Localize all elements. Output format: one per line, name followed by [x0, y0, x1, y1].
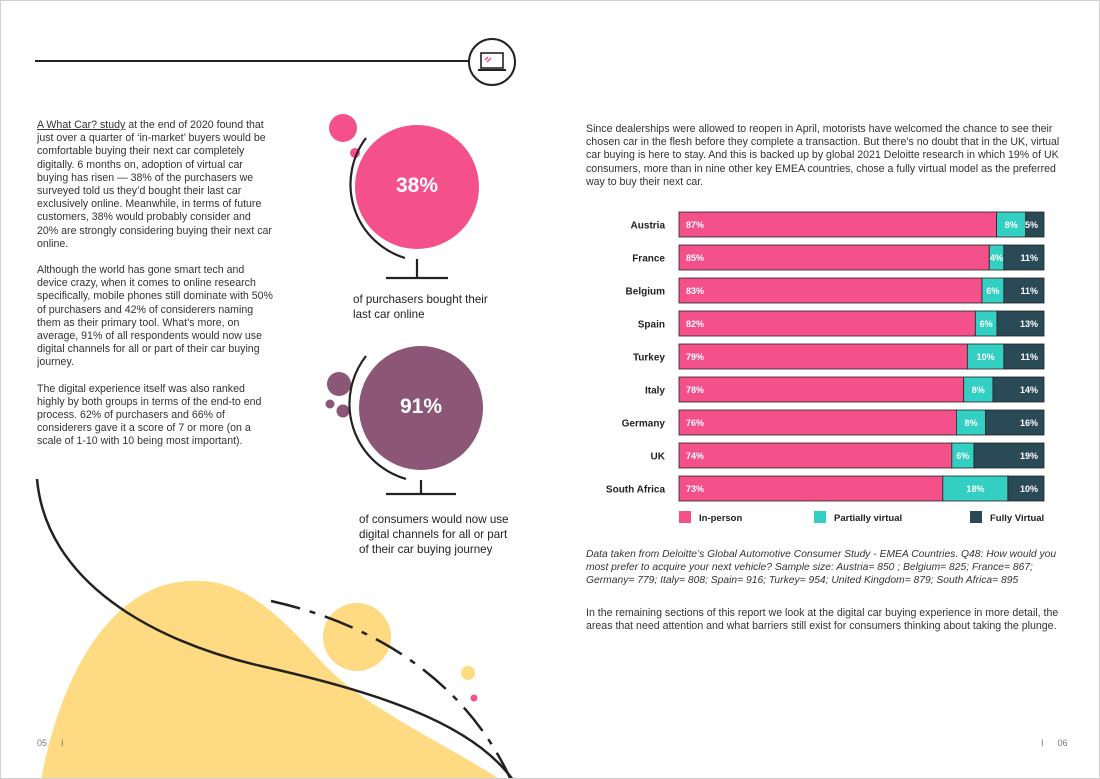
bar-austria-partially-virtual: [996, 211, 1027, 238]
data-label-italy-1: 8%: [972, 385, 985, 395]
stat-38-caption: of purchasers bought their last car onli…: [353, 293, 488, 321]
bar-south-africa-fully-virtual: [1007, 475, 1045, 502]
paragraph-3: The digital experience itself was also r…: [37, 382, 262, 448]
category-label-belgium: Belgium: [626, 287, 666, 298]
bar-uk-in-person: [678, 442, 953, 469]
yellow-blob-dot: [323, 603, 391, 671]
bar-spain-in-person: [678, 310, 976, 337]
data-label-spain-0: 82%: [686, 319, 704, 329]
page-separator-left: I: [61, 738, 64, 748]
bar-turkey-fully-virtual: [1003, 343, 1045, 370]
yellow-small-dot: [461, 666, 475, 680]
stat-91-caption: of consumers would now use digital chann…: [359, 513, 509, 556]
data-label-france-2: 11%: [1020, 253, 1038, 263]
bar-uk-fully-virtual: [973, 442, 1045, 469]
data-label-italy-0: 78%: [686, 385, 704, 395]
data-label-south-africa-2: 10%: [1020, 484, 1038, 494]
data-label-uk-2: 19%: [1020, 451, 1038, 461]
bar-germany-partially-virtual: [955, 409, 986, 436]
bar-germany-fully-virtual: [985, 409, 1045, 436]
road-dashed-line: [270, 599, 512, 778]
bar-turkey-in-person: [678, 343, 968, 370]
data-label-italy-2: 14%: [1020, 385, 1038, 395]
bar-italy-partially-virtual: [963, 376, 994, 403]
category-label-germany: Germany: [622, 419, 666, 430]
data-label-belgium-1: 6%: [986, 286, 999, 296]
page-separator-right: I: [1041, 738, 1044, 748]
data-label-france-1: 4%: [990, 253, 1003, 263]
page-number-06: 06: [1057, 738, 1068, 748]
data-label-france-0: 85%: [686, 253, 704, 263]
data-label-uk-0: 74%: [686, 451, 704, 461]
bar-belgium-fully-virtual: [1003, 277, 1045, 304]
data-label-turkey-1: 10%: [977, 352, 995, 362]
bar-belgium-in-person: [678, 277, 983, 304]
data-source-note: Data taken from Deloitte’s Global Automo…: [586, 549, 1057, 586]
data-label-belgium-2: 11%: [1020, 286, 1038, 296]
bar-france-in-person: [678, 244, 990, 271]
category-label-austria: Austria: [631, 221, 666, 232]
legend-label-0: In-person: [699, 513, 742, 524]
data-label-south-africa-0: 73%: [686, 484, 704, 494]
paragraph-1-text: at the end of 2020 found that just over …: [37, 119, 272, 250]
bar-turkey-partially-virtual: [966, 343, 1005, 370]
paragraph-1: A What Car? study at the end of 2020 fou…: [37, 119, 273, 251]
laptop-icon: [468, 38, 516, 86]
bar-austria-fully-virtual: [1025, 211, 1045, 238]
yellow-blob-shape: [41, 580, 498, 778]
data-label-south-africa-1: 18%: [966, 484, 984, 494]
bar-italy-in-person: [678, 376, 965, 403]
data-label-spain-1: 6%: [980, 319, 993, 329]
page-number-left: 05 I: [37, 738, 64, 748]
right-outro-text: In the remaining sections of this report…: [586, 607, 1059, 633]
legend-swatch-1: [814, 511, 826, 523]
road-curve-line: [35, 478, 514, 778]
stacked-bar-chart: Austria 87% 8% 5% France 85% 4% 11% Belgium 83% 6%…: [606, 211, 1045, 524]
bar-germany-in-person: [678, 409, 957, 436]
bar-south-africa-in-person: [678, 475, 944, 502]
data-label-spain-2: 13%: [1020, 319, 1038, 329]
legend-label-2: Fully Virtual: [990, 513, 1044, 524]
pink-small-dot: [470, 694, 478, 702]
left-body-text: A What Car? study at the end of 2020 fou…: [37, 119, 273, 462]
page-number-05: 05: [37, 738, 48, 748]
data-label-germany-0: 76%: [686, 418, 704, 428]
stat-38-value: 38%: [395, 174, 439, 197]
right-intro-text: Since dealerships were allowed to reopen…: [586, 123, 1060, 188]
data-label-austria-2: 5%: [1025, 220, 1038, 230]
bar-france-fully-virtual: [1003, 244, 1045, 271]
legend-swatch-2: [970, 511, 982, 523]
data-label-germany-1: 8%: [964, 418, 977, 428]
category-label-spain: Spain: [638, 320, 665, 331]
data-label-germany-2: 16%: [1020, 418, 1038, 428]
data-label-turkey-2: 11%: [1020, 352, 1038, 362]
paragraph-2: Although the world has gone smart tech a…: [37, 264, 273, 369]
category-label-south-africa: South Africa: [606, 485, 666, 496]
bar-spain-fully-virtual: [996, 310, 1045, 337]
category-label-uk: UK: [651, 452, 666, 463]
bar-italy-fully-virtual: [992, 376, 1045, 403]
data-label-turkey-0: 79%: [686, 352, 704, 362]
data-label-uk-1: 6%: [956, 451, 969, 461]
legend-label-1: Partially virtual: [834, 513, 902, 524]
category-label-turkey: Turkey: [633, 353, 665, 364]
page-number-right: I 06: [1041, 738, 1068, 748]
category-label-italy: Italy: [645, 386, 665, 397]
legend-swatch-0: [679, 511, 691, 523]
category-label-france: France: [632, 254, 665, 265]
header-rule: [35, 60, 469, 62]
bar-austria-in-person: [678, 211, 997, 238]
what-car-study-link[interactable]: A What Car? study: [37, 119, 126, 131]
data-label-belgium-0: 83%: [686, 286, 704, 296]
bar-south-africa-partially-virtual: [942, 475, 1009, 502]
data-label-austria-1: 8%: [1005, 220, 1018, 230]
data-label-austria-0: 87%: [686, 220, 704, 230]
stat-91-value: 91%: [399, 395, 443, 418]
